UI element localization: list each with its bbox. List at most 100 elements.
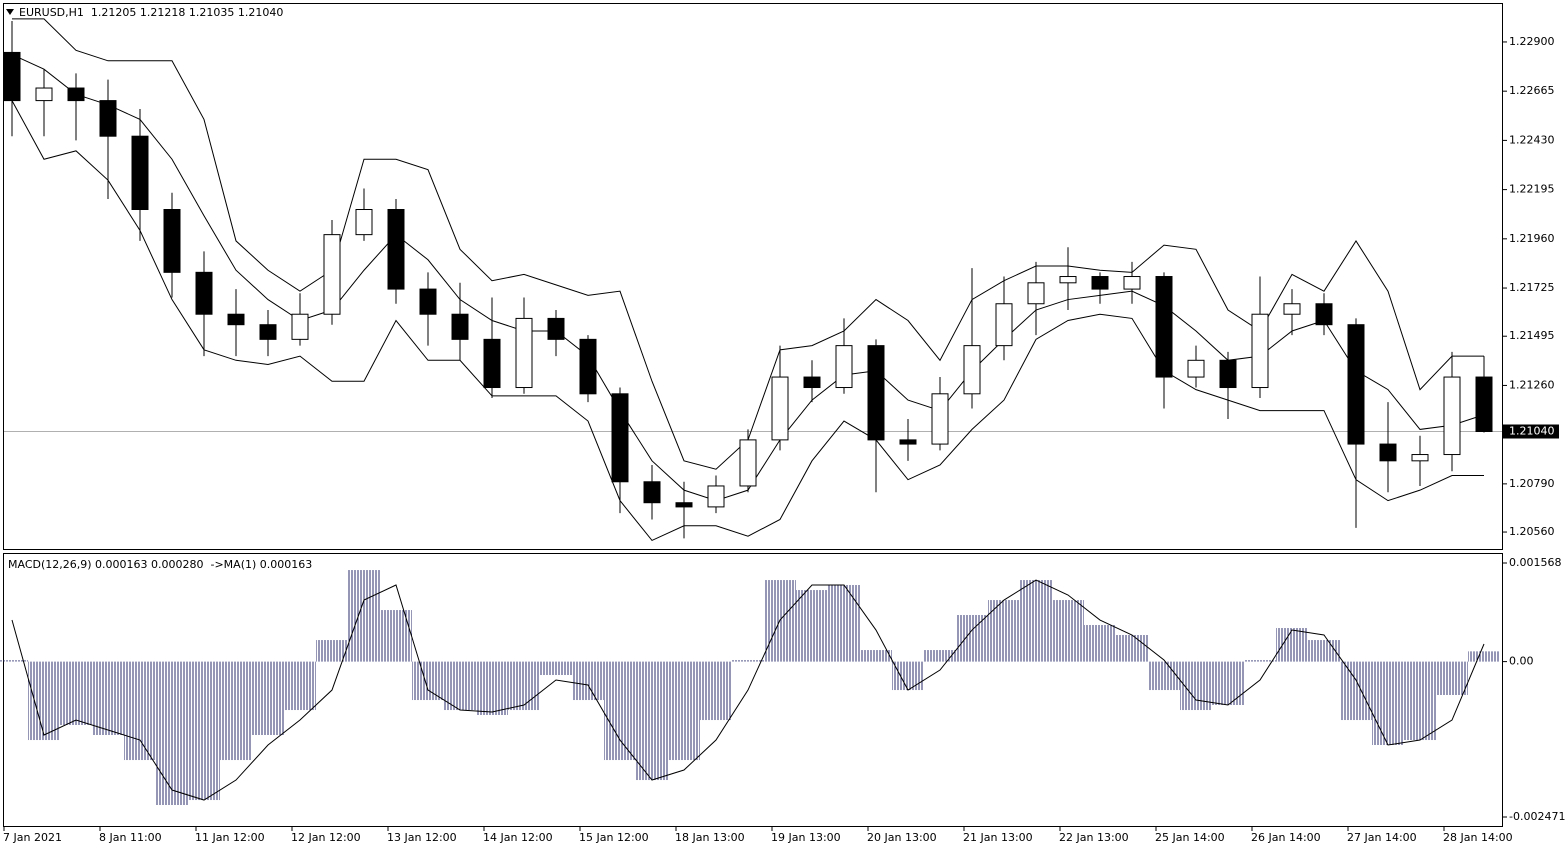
last-price-box [1503, 424, 1559, 439]
macd-bar [1084, 625, 1116, 662]
macd-bar [476, 661, 508, 716]
x-tick-label: 12 Jan 12:00 [291, 831, 361, 844]
macd-bar [1212, 661, 1244, 706]
candle-body [35, 87, 53, 102]
macd-bar [1436, 661, 1468, 696]
x-tick-label: 21 Jan 13:00 [963, 831, 1033, 844]
macd-header: MACD(12,26,9) 0.000163 0.000280 ->MA(1) … [8, 558, 312, 571]
macd-bar [892, 661, 924, 691]
macd-bar [284, 661, 316, 711]
x-tick-label: 27 Jan 14:00 [1347, 831, 1417, 844]
candle-body [1411, 454, 1429, 462]
candle-body [419, 288, 437, 315]
macd-panel [3, 553, 1503, 827]
candle-body [1027, 282, 1045, 305]
y-tick-label: 1.22195 [1509, 183, 1555, 196]
macd-bar [60, 661, 92, 726]
macd-bar [988, 600, 1020, 662]
y-tick-label: 1.20790 [1509, 477, 1555, 490]
candle-body [1475, 376, 1493, 433]
macd-bar [604, 661, 636, 761]
y-tick-label: 1.21260 [1509, 378, 1555, 391]
candle-body [611, 393, 629, 483]
candle-body [1091, 276, 1109, 290]
candle-body [291, 313, 309, 340]
candle-body [643, 481, 661, 504]
macd-bar [828, 585, 860, 662]
y-tick-label: 0.001568 [1509, 556, 1562, 569]
candle-body [579, 338, 597, 395]
y-tick-label: 0.00 [1509, 655, 1534, 668]
bollinger-upper [12, 18, 1484, 470]
candle-body [227, 313, 245, 326]
y-tick-label: 1.22430 [1509, 133, 1555, 146]
candle-body [67, 87, 85, 102]
macd-bar [1244, 660, 1276, 662]
macd-bar [1148, 661, 1180, 691]
candle-body [163, 209, 181, 273]
macd-bar [1020, 580, 1052, 662]
candle-body [803, 376, 821, 389]
candle-body [963, 345, 981, 395]
x-tick-label: 13 Jan 12:00 [387, 831, 457, 844]
candle-body [1187, 359, 1205, 378]
x-tick-label: 14 Jan 12:00 [483, 831, 553, 844]
x-tick-label: 8 Jan 11:00 [99, 831, 162, 844]
macd-bar [1468, 651, 1500, 662]
macd-bar [508, 661, 540, 711]
candle-body [867, 345, 885, 441]
candle-body [1059, 276, 1077, 284]
macd-bar [1340, 661, 1372, 721]
candle-body [387, 209, 405, 290]
last-price-label: 1.21040 [1509, 425, 1555, 438]
candle-body [515, 317, 533, 389]
macd-bar [636, 661, 668, 781]
y-tick-label: 1.21725 [1509, 281, 1555, 294]
x-tick-label: 19 Jan 13:00 [771, 831, 841, 844]
macd-bar [1052, 600, 1084, 662]
macd-bar [700, 661, 732, 721]
x-tick-label: 18 Jan 13:00 [675, 831, 745, 844]
candle-body [1123, 276, 1141, 290]
candle-body [3, 51, 21, 102]
candle-body [259, 324, 277, 340]
x-tick-label: 22 Jan 13:00 [1059, 831, 1129, 844]
macd-bar [412, 661, 444, 701]
y-tick-label: -0.002471 [1509, 810, 1565, 823]
macd-bar [668, 661, 700, 761]
x-tick-label: 7 Jan 2021 [3, 831, 62, 844]
candle-body [131, 135, 149, 211]
menu-arrow[interactable] [6, 9, 14, 15]
macd-bar [1276, 628, 1308, 662]
macd-bar [860, 650, 892, 662]
candle-body [899, 439, 917, 445]
macd-bar [316, 640, 348, 662]
candle-body [323, 234, 341, 315]
price-header: EURUSD,H1 1.21205 1.21218 1.21035 1.2104… [19, 6, 283, 19]
candle-body [1283, 303, 1301, 315]
y-tick-label: 1.22665 [1509, 84, 1555, 97]
macd-bar [156, 661, 188, 805]
macd-bar [540, 661, 572, 676]
macd-bar [380, 610, 412, 662]
y-tick-label: 1.22900 [1509, 35, 1555, 48]
x-tick-label: 20 Jan 13:00 [867, 831, 937, 844]
candle-body [483, 338, 501, 389]
candle-body [995, 303, 1013, 347]
candle-body [675, 502, 693, 508]
candle-body [1379, 443, 1397, 462]
candle-body [1315, 303, 1333, 326]
candle-body [1219, 359, 1237, 389]
macd-bar [220, 661, 252, 761]
candle-body [99, 100, 117, 137]
candle-body [739, 439, 757, 487]
x-tick-label: 11 Jan 12:00 [195, 831, 265, 844]
candle-body [451, 313, 469, 340]
macd-bar [1372, 661, 1404, 745]
macd-bar [444, 661, 476, 711]
price-panel [3, 3, 1503, 550]
macd-bar [92, 661, 124, 735]
macd-bar [188, 661, 220, 801]
y-tick-label: 1.20560 [1509, 525, 1555, 538]
